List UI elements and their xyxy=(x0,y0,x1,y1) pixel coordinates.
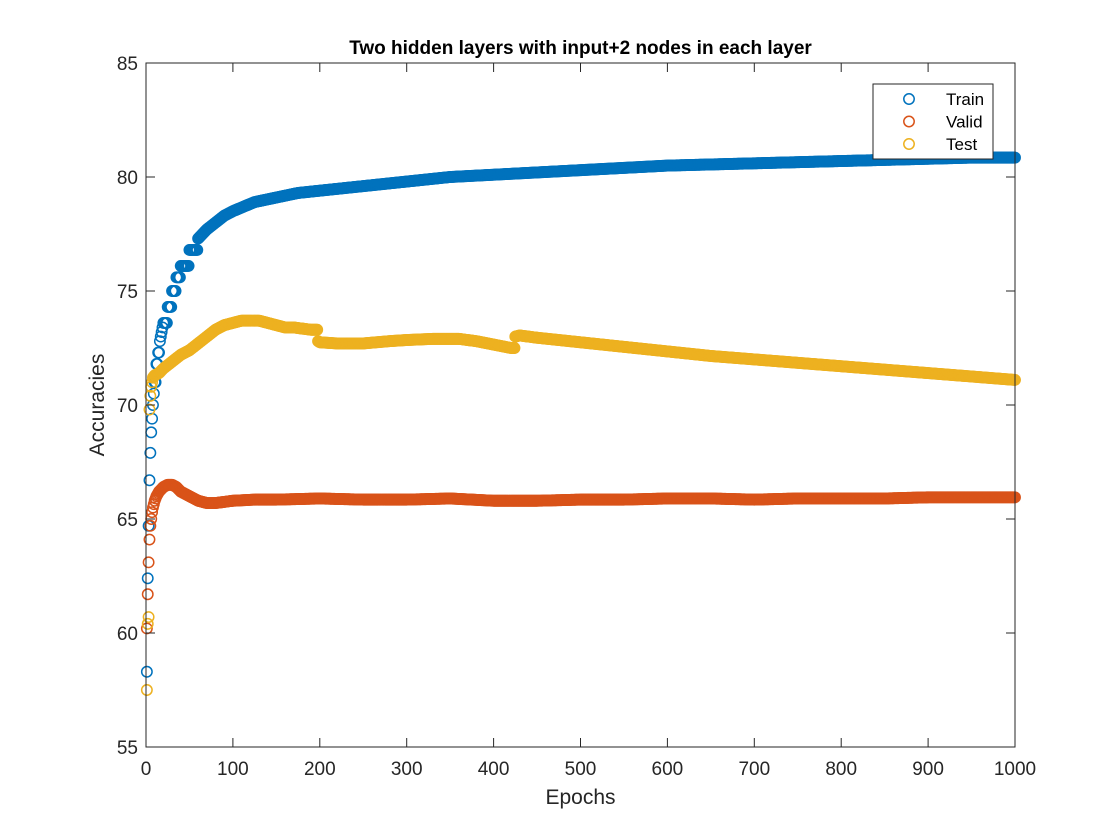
data-point xyxy=(160,316,173,329)
x-tick-label: 200 xyxy=(304,759,336,780)
chart-title: Two hidden layers with input+2 nodes in … xyxy=(349,38,812,59)
legend-marker xyxy=(903,115,915,128)
x-tick-label: 700 xyxy=(738,759,770,780)
data-point xyxy=(141,617,154,630)
y-tick-label: 70 xyxy=(117,396,138,417)
y-tick-label: 65 xyxy=(117,510,138,531)
data-point xyxy=(144,446,157,459)
y-tick-label: 60 xyxy=(117,624,138,645)
series-valid xyxy=(140,478,1021,635)
data-point xyxy=(142,556,155,569)
y-tick-label: 55 xyxy=(117,738,138,759)
data-point xyxy=(142,611,155,623)
data-point xyxy=(153,335,166,348)
data-point xyxy=(154,330,167,343)
legend: Train Valid Test xyxy=(872,83,994,160)
legend-marker xyxy=(903,93,915,105)
data-point xyxy=(146,506,159,519)
x-tick-label: 900 xyxy=(912,759,944,780)
legend-box xyxy=(872,83,994,160)
data-point xyxy=(165,301,178,313)
x-tick-label: 600 xyxy=(652,759,684,780)
data-point xyxy=(311,323,324,336)
x-tick-label: 400 xyxy=(478,759,510,780)
data-point xyxy=(143,533,156,546)
data-point xyxy=(140,665,153,678)
y-tick-label: 85 xyxy=(117,54,138,75)
data-point xyxy=(140,622,153,635)
data-point xyxy=(153,346,165,359)
legend-entry-label: Train xyxy=(946,90,984,109)
y-axis-label: Accuracies xyxy=(86,354,109,457)
series-test xyxy=(140,314,1021,696)
data-point xyxy=(191,244,204,256)
x-axis-label: Epochs xyxy=(545,786,615,809)
data-point xyxy=(140,684,153,696)
data-point xyxy=(182,259,195,272)
axis-ticks: 0 100 200 300 400 500 600 700 800 900 1000 55 60 65 70… xyxy=(117,54,1036,780)
legend-entry-label: Valid xyxy=(946,113,983,132)
data-point xyxy=(173,271,186,284)
data-point xyxy=(141,588,154,601)
y-tick-label: 80 xyxy=(117,168,138,189)
x-tick-label: 800 xyxy=(825,759,857,780)
y-tick-label: 75 xyxy=(117,282,138,303)
data-point xyxy=(508,342,521,354)
x-tick-label: 0 xyxy=(141,759,152,780)
data-point xyxy=(144,519,157,532)
data-point xyxy=(143,474,156,487)
x-tick-label: 100 xyxy=(217,759,249,780)
data-point xyxy=(169,285,182,297)
data-point xyxy=(143,403,156,416)
x-tick-label: 1000 xyxy=(994,759,1036,780)
legend-entry-label: Test xyxy=(946,135,977,154)
data-point xyxy=(144,389,157,402)
x-tick-label: 300 xyxy=(391,759,423,780)
x-tick-label: 500 xyxy=(565,759,597,780)
data-point xyxy=(141,572,154,585)
legend-marker xyxy=(903,138,915,150)
